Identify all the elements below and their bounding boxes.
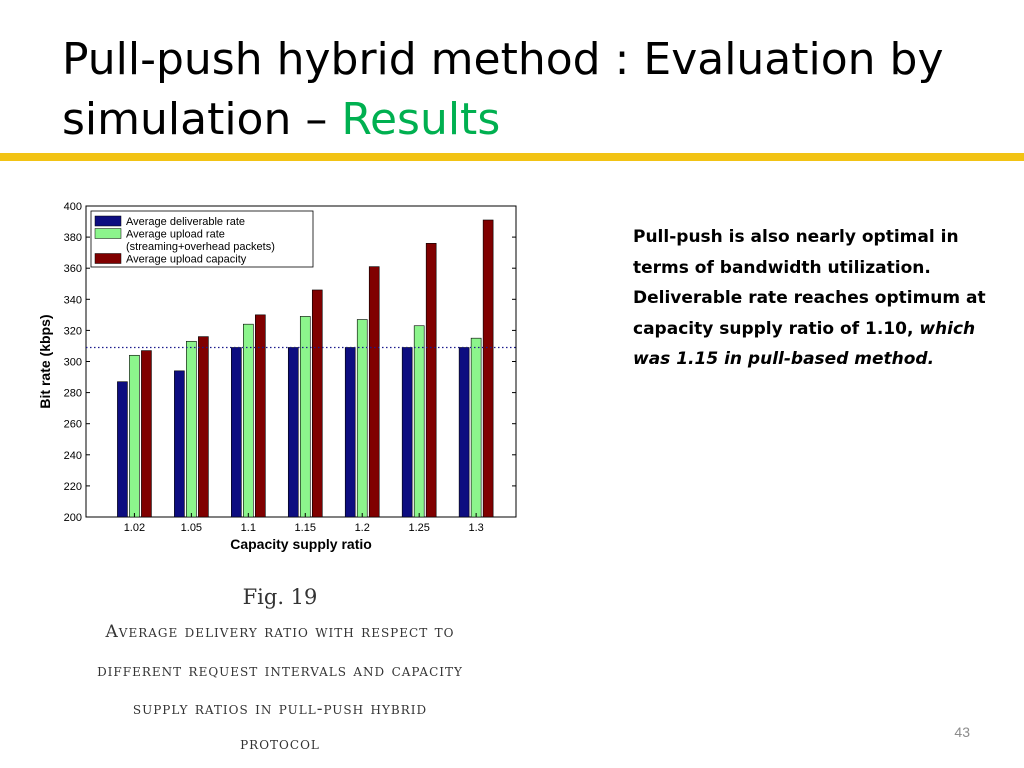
bar — [344, 347, 356, 518]
bar — [482, 219, 494, 518]
explanation-italic: which was 1.15 in pull-based method. — [633, 318, 976, 370]
title-main: Pull-push hybrid method : Evaluation by … — [62, 34, 944, 145]
legend-label: Average upload capacity — [126, 254, 247, 266]
x-tick-label: 1.2 — [355, 522, 370, 534]
title-accent: Results — [341, 94, 501, 145]
y-tick-label: 320 — [64, 325, 82, 337]
x-tick-label: 1.15 — [295, 522, 316, 534]
bar — [198, 336, 209, 518]
y-tick-label: 400 — [64, 201, 82, 213]
x-tick-label: 1.05 — [181, 522, 202, 534]
bar — [141, 350, 152, 518]
y-tick-label: 360 — [64, 263, 82, 275]
x-tick-label: 1.02 — [124, 522, 145, 534]
bar — [458, 347, 470, 518]
x-axis-label: Capacity supply ratio — [230, 536, 372, 552]
x-tick-label: 1.1 — [241, 522, 256, 534]
legend-box — [90, 210, 314, 268]
bar — [243, 323, 254, 518]
y-tick-label: 200 — [64, 512, 82, 524]
explanation-text: Pull-push is also nearly optimal in term… — [633, 222, 1003, 375]
y-tick-label: 240 — [64, 450, 82, 462]
figure-caption-line: supply ratios in pull-push hybrid — [132, 699, 428, 719]
figure-caption-line: protocol — [240, 734, 320, 754]
bar — [425, 243, 437, 518]
explanation-bold: Pull-push is also nearly optimal in term… — [633, 227, 986, 339]
bar — [356, 319, 368, 518]
bar — [413, 325, 425, 518]
bar — [255, 314, 266, 518]
bar — [117, 381, 128, 518]
bar — [401, 347, 413, 518]
bar — [174, 370, 185, 518]
legend-swatch — [94, 253, 122, 264]
slide-title: Pull-push hybrid method : Evaluation by … — [62, 30, 962, 150]
legend-label: (streaming+overhead packets) — [126, 241, 275, 253]
legend-label: Average upload rate — [126, 229, 225, 241]
figure-label: Fig. 19 — [242, 585, 318, 609]
bar-chart: 200 220 240 260 280 300 320 340 360 380 400 1.02 1.0… — [37, 201, 517, 552]
legend-label: Average deliverable rate — [126, 216, 245, 228]
y-axis-label: Bit rate (kbps) — [37, 314, 53, 408]
title-rule — [0, 153, 1024, 161]
page-number: 43 — [954, 724, 970, 740]
bar — [470, 337, 482, 518]
bar — [287, 347, 299, 518]
bar — [231, 347, 242, 518]
figure-caption-line: different request intervals and capacity — [97, 661, 463, 681]
legend-swatch — [94, 215, 122, 227]
y-tick-label: 260 — [64, 419, 82, 431]
x-tick-label: 1.25 — [408, 522, 429, 534]
bar — [129, 354, 140, 518]
y-tick-label: 380 — [64, 232, 82, 244]
bar — [299, 316, 311, 518]
legend-swatch — [94, 228, 122, 239]
bar — [311, 289, 323, 518]
y-tick-label: 300 — [64, 357, 82, 369]
x-tick-label: 1.3 — [468, 522, 483, 534]
bar — [186, 340, 197, 518]
y-tick-label: 280 — [64, 388, 82, 400]
y-tick-label: 340 — [64, 294, 82, 306]
figure-caption-line: Average delivery ratio with respect to — [105, 622, 455, 642]
y-tick-label: 220 — [64, 481, 82, 493]
bar — [368, 266, 380, 518]
